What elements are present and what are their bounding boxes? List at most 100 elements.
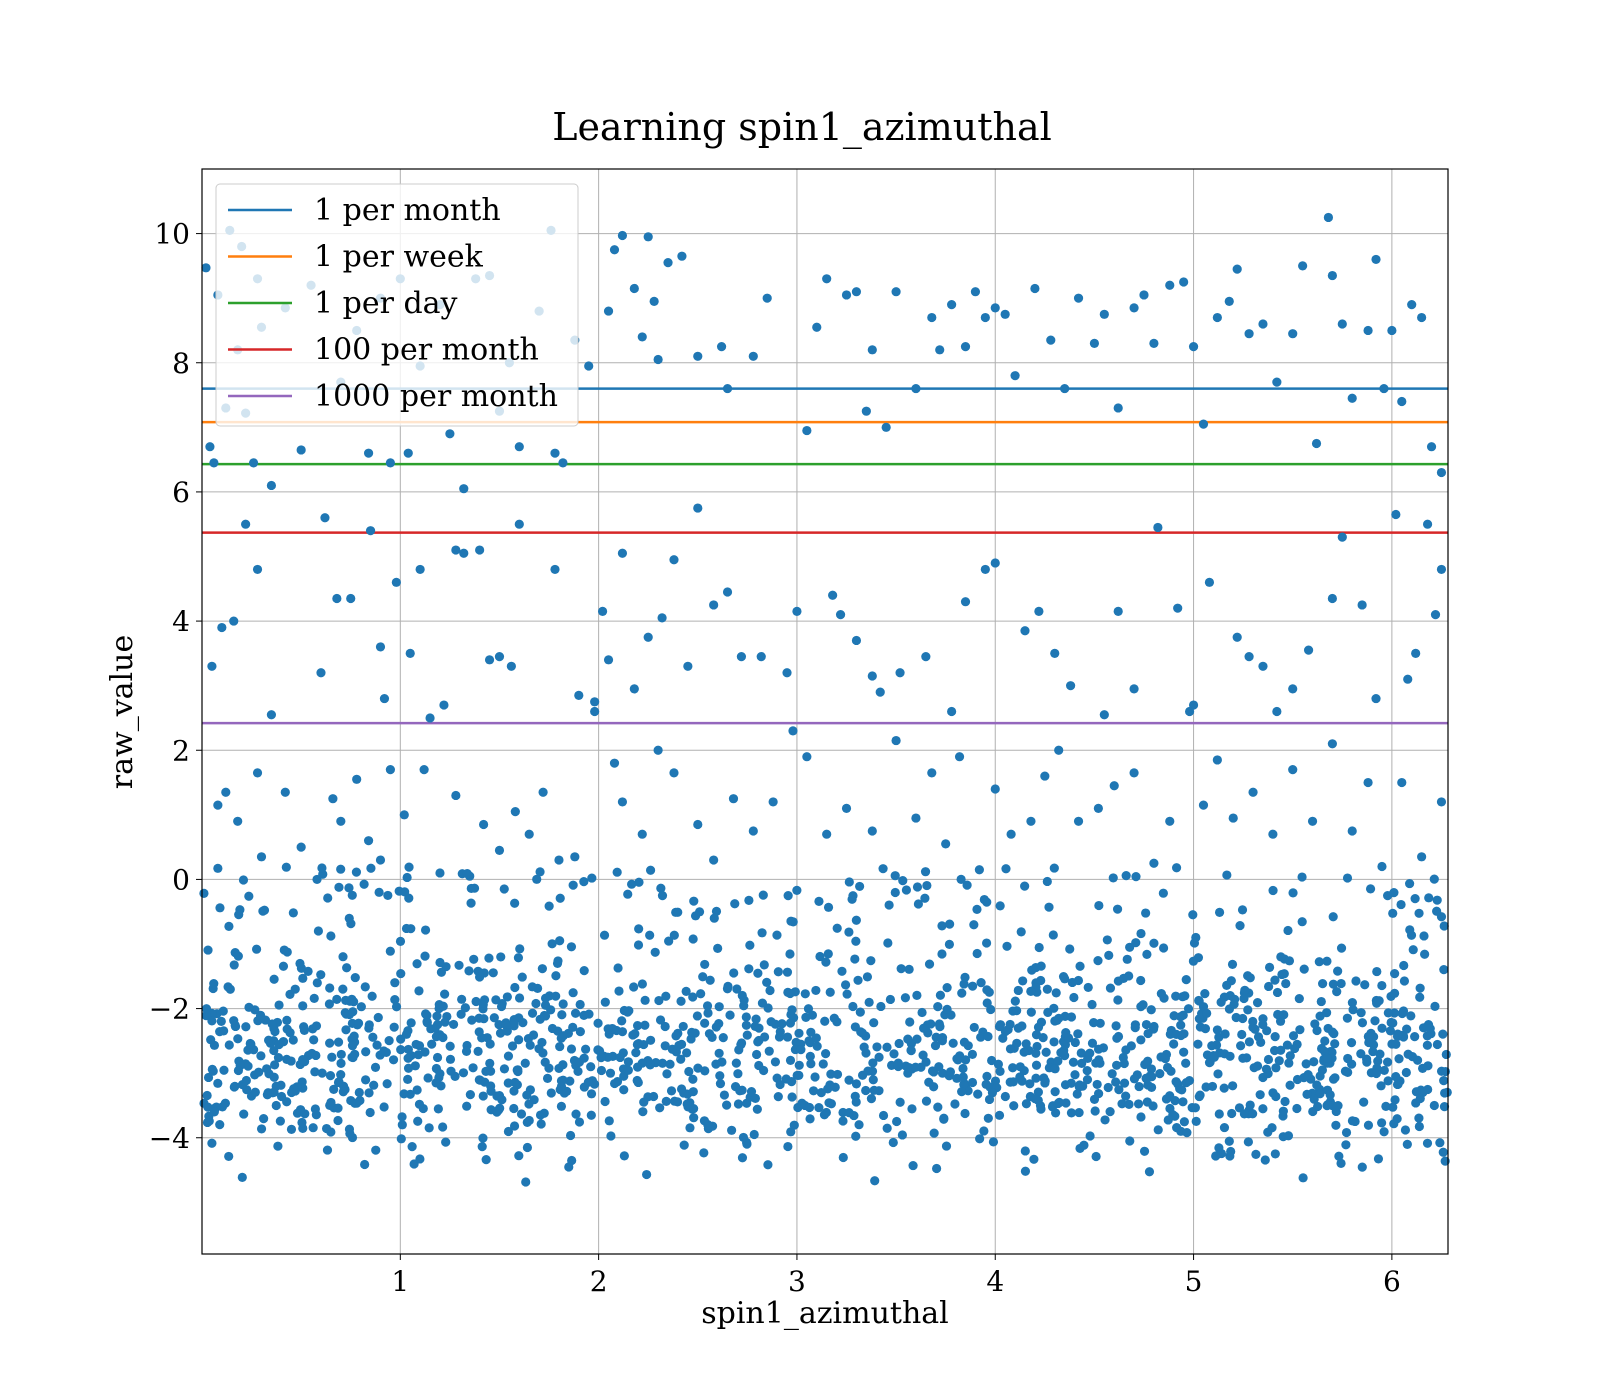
scatter-point <box>664 936 674 946</box>
scatter-point <box>1156 988 1166 999</box>
scatter-point <box>848 891 858 901</box>
scatter-point <box>785 949 795 959</box>
scatter-point <box>535 867 545 877</box>
scatter-point <box>957 988 967 998</box>
scatter-point <box>1029 1154 1039 1164</box>
scatter-point <box>619 1005 629 1016</box>
scatter-point <box>1371 693 1381 704</box>
scatter-point <box>1311 438 1322 449</box>
scatter-point <box>746 1087 757 1097</box>
scatter-point <box>1312 1080 1322 1090</box>
scatter-point <box>1202 1008 1212 1018</box>
scatter-point <box>1136 1035 1146 1045</box>
scatter-point <box>1263 1069 1273 1079</box>
scatter-point <box>665 1059 675 1069</box>
scatter-point <box>869 1085 879 1095</box>
scatter-point <box>892 1116 902 1127</box>
scatter-point <box>984 987 994 997</box>
scatter-point <box>328 794 338 804</box>
scatter-point <box>400 887 410 897</box>
scatter-point <box>1005 1019 1015 1030</box>
scatter-point <box>722 984 733 994</box>
scatter-point <box>1280 1096 1290 1107</box>
scatter-point <box>883 938 893 948</box>
scatter-point <box>1405 878 1415 889</box>
scatter-point <box>1021 1039 1031 1049</box>
scatter-point <box>524 1115 534 1126</box>
scatter-point <box>722 383 733 394</box>
scatter-point <box>1307 816 1318 826</box>
scatter-point <box>1074 1107 1084 1118</box>
scatter-point <box>259 1114 269 1124</box>
scatter-point <box>1309 1057 1319 1067</box>
scatter-point <box>1288 1031 1299 1041</box>
scatter-point <box>861 1085 871 1096</box>
scatter-point <box>975 1134 985 1144</box>
scatter-point <box>1119 973 1129 983</box>
scatter-point <box>815 951 825 962</box>
scatter-point <box>1432 906 1442 916</box>
scatter-point <box>1008 1006 1018 1016</box>
scatter-point <box>942 982 952 993</box>
scatter-point <box>1377 980 1387 991</box>
scatter-point <box>1285 1080 1295 1090</box>
scatter-point <box>990 558 1000 568</box>
scatter-point <box>256 1124 267 1134</box>
scatter-point <box>1288 765 1298 775</box>
scatter-point <box>396 968 406 979</box>
scatter-point <box>709 913 719 923</box>
scatter-point <box>1093 803 1103 813</box>
scatter-point <box>354 1087 364 1098</box>
scatter-point <box>413 1116 423 1126</box>
scatter-point <box>1111 1077 1121 1087</box>
scatter-point <box>497 1095 507 1105</box>
scatter-point <box>352 774 362 784</box>
scatter-point <box>937 1036 948 1046</box>
scatter-point <box>274 1000 284 1010</box>
scatter-point <box>669 930 679 940</box>
scatter-point <box>432 1052 443 1063</box>
scatter-point <box>1149 858 1159 868</box>
scatter-point <box>1438 1029 1448 1039</box>
scatter-point <box>1288 684 1298 694</box>
scatter-point <box>1393 1029 1403 1039</box>
scatter-point <box>1044 902 1054 912</box>
scatter-point <box>1108 873 1118 883</box>
scatter-point <box>788 726 798 736</box>
scatter-point <box>531 998 541 1009</box>
scatter-point <box>805 1051 815 1061</box>
scatter-point <box>738 1132 749 1143</box>
scatter-point <box>288 908 298 918</box>
scatter-point <box>1390 969 1400 979</box>
scatter-point <box>1389 888 1399 898</box>
scatter-point <box>1336 978 1346 989</box>
scatter-point <box>264 1035 274 1045</box>
scatter-point <box>510 1077 520 1088</box>
scatter-point <box>770 1057 781 1067</box>
scatter-point <box>1370 1016 1380 1026</box>
legend-label: 1 per week <box>314 240 484 275</box>
scatter-point <box>1060 1051 1070 1061</box>
scatter-point <box>558 458 568 468</box>
scatter-point <box>1229 999 1239 1009</box>
scatter-point <box>1302 1089 1312 1100</box>
scatter-point <box>532 874 542 884</box>
scatter-point <box>1089 338 1100 348</box>
scatter-point <box>1279 1010 1289 1020</box>
scatter-point <box>699 1148 709 1158</box>
scatter-point <box>927 768 937 778</box>
scatter-point <box>407 1142 417 1152</box>
scatter-point <box>1111 1021 1121 1031</box>
scatter-point <box>445 1041 455 1051</box>
scatter-point <box>1239 1109 1249 1119</box>
scatter-point <box>1149 338 1159 348</box>
scatter-point <box>714 1002 724 1012</box>
scatter-point <box>583 1077 593 1087</box>
scatter-point <box>256 1051 266 1061</box>
scatter-point <box>1093 956 1103 966</box>
scatter-point <box>748 351 758 361</box>
scatter-point <box>1103 1082 1113 1093</box>
scatter-point <box>633 940 644 950</box>
scatter-point <box>320 513 330 523</box>
scatter-point <box>826 1069 836 1079</box>
